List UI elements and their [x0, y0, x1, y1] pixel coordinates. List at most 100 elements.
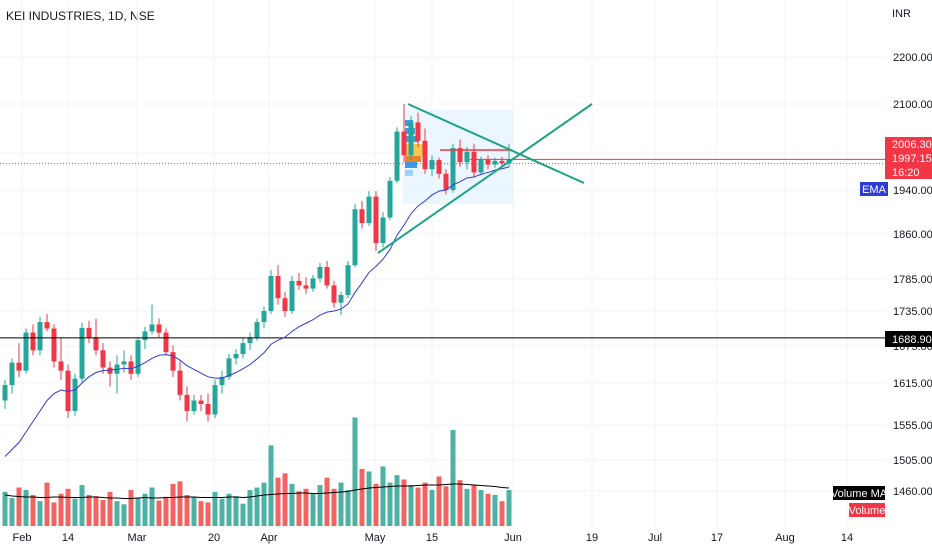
volume-bar — [156, 500, 162, 526]
volume-bar — [65, 488, 71, 526]
profile-bar — [405, 150, 427, 156]
price-tag-bg — [885, 151, 932, 165]
volume-bar — [457, 480, 463, 526]
volume-bar — [394, 475, 400, 526]
volume-bar — [450, 429, 456, 526]
volume-bar — [219, 498, 225, 526]
candle-body — [107, 367, 113, 374]
legend-tag-label: Volume MA — [831, 488, 888, 500]
price-tags: 2006.30 1997.15 16:20 1688.90 EMA Volume MA Vo… — [831, 137, 932, 517]
volume-bar — [366, 471, 372, 526]
candle-body — [9, 362, 15, 386]
candle-body — [233, 354, 239, 359]
volume-bar — [37, 501, 43, 526]
time-tick-label: Mar — [128, 532, 147, 544]
candle-body — [93, 337, 99, 351]
candle-body — [275, 276, 281, 299]
volume-bar — [30, 495, 36, 526]
candle-body — [443, 173, 449, 190]
candle-body — [44, 322, 50, 329]
candle-body — [100, 350, 106, 368]
time-axis[interactable]: Feb 14 Mar 20 Apr May 15 Jun 19 Jul 17 Aug 14 — [13, 532, 854, 544]
candle-body — [331, 285, 337, 303]
candle-body — [359, 209, 365, 223]
candle-body — [387, 180, 393, 218]
volume-bar — [9, 498, 15, 526]
candle-body — [51, 328, 57, 362]
candle-body — [261, 311, 267, 323]
volume-bar — [401, 479, 407, 526]
volume-bar — [436, 476, 442, 526]
candle-body — [37, 322, 43, 351]
candles — [2, 104, 512, 422]
volume-bar — [114, 501, 120, 526]
volume-bar — [317, 485, 323, 526]
volume-bar — [296, 491, 302, 526]
price-tag-label: 16:20 — [892, 167, 920, 179]
time-tick-label: Aug — [775, 532, 795, 544]
candle-body — [478, 159, 484, 173]
profile-bar — [405, 156, 421, 162]
candle-body — [170, 352, 176, 371]
candle-body — [401, 131, 407, 156]
currency-label: INR — [892, 8, 911, 20]
volume-bar — [268, 445, 274, 526]
candle-body — [373, 196, 379, 243]
candle-body — [79, 327, 85, 379]
volume-bar — [471, 485, 477, 526]
volume-bar — [415, 487, 421, 526]
candle-body — [254, 322, 260, 338]
volume-bar — [72, 498, 78, 526]
volume-bar — [408, 485, 414, 526]
candle-body — [324, 267, 330, 286]
volume-bar — [142, 493, 148, 526]
volume-bar — [338, 482, 344, 526]
volume-bar — [135, 497, 141, 526]
volume-bar — [23, 490, 29, 526]
candle-body — [191, 400, 197, 411]
candle-body — [450, 148, 456, 190]
candle-body — [184, 394, 190, 411]
candle-body — [247, 337, 253, 344]
price-tag-label: 1688.90 — [892, 334, 932, 346]
price-tick-label: 1735.00 — [893, 306, 932, 318]
volume-bar — [310, 493, 316, 526]
candle-body — [338, 295, 344, 303]
volume-bar — [443, 486, 449, 526]
volume-bar — [422, 482, 428, 526]
volume-bars — [2, 417, 512, 526]
candle-body — [135, 340, 141, 374]
volume-bar — [58, 493, 64, 526]
profile-bar — [405, 170, 413, 176]
volume-bar — [44, 482, 50, 526]
volume-bar — [492, 495, 498, 526]
profile-bar — [405, 144, 423, 150]
volume-bar — [121, 504, 127, 526]
candle-body — [121, 361, 127, 365]
candle-body — [205, 404, 211, 415]
candle-body — [219, 376, 225, 386]
time-tick-label: Apr — [260, 532, 277, 544]
price-tick-label: 1785.00 — [893, 274, 932, 286]
time-tick-label: 19 — [586, 532, 598, 544]
triangle-lower-line — [377, 103, 593, 254]
indicator-lines — [0, 103, 885, 457]
volume-bar — [16, 487, 22, 526]
volume-bar — [191, 497, 197, 526]
volume-bar — [212, 491, 218, 526]
time-tick-label: 17 — [711, 532, 723, 544]
price-tag-bg — [885, 137, 932, 151]
volume-bar — [93, 496, 99, 526]
candle-body — [408, 122, 414, 156]
candle-body — [128, 361, 134, 374]
volume-bar — [485, 493, 491, 526]
volume-bar — [282, 473, 288, 526]
price-axis[interactable]: 2200.002100.002020.001940.001860.001785.… — [893, 52, 932, 498]
time-tick-label: 20 — [208, 532, 220, 544]
volume-bar — [233, 496, 239, 526]
candle-body — [212, 385, 218, 415]
time-tick-label: 15 — [426, 532, 438, 544]
ema-line — [4, 166, 510, 457]
price-tick-label: 1460.00 — [893, 486, 932, 498]
